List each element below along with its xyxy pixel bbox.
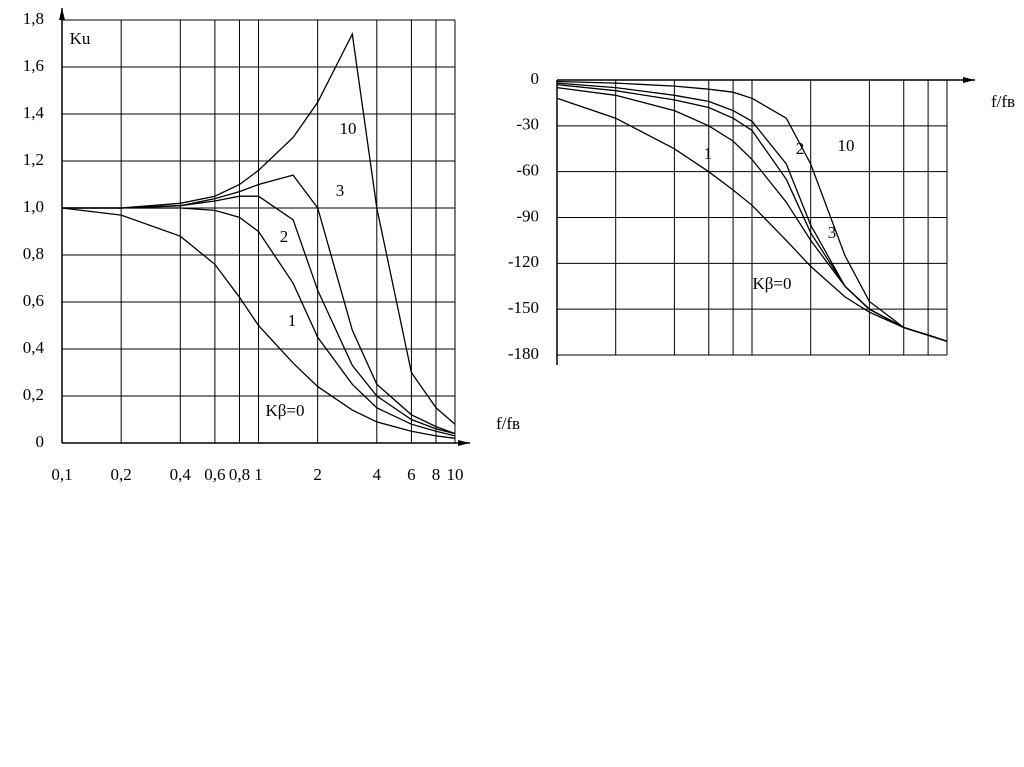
curve-label: 3 [336, 181, 345, 200]
y-tick-label: 1,2 [23, 150, 44, 169]
y-axis-label: Ku [70, 29, 91, 48]
x-axis-label: f/fв [991, 92, 1015, 111]
curve-label: 2 [796, 139, 805, 158]
y-tick-label: -120 [508, 252, 539, 271]
curve-label: 1 [288, 311, 297, 330]
x-axis-arrow [458, 440, 470, 446]
curve-label: 1 [704, 144, 713, 163]
x-axis-arrow [963, 77, 975, 83]
curve-label: 2 [280, 227, 289, 246]
curve-label: 10 [340, 119, 357, 138]
curve [62, 31, 456, 425]
curve-label: 10 [838, 136, 855, 155]
y-tick-label: -60 [516, 161, 539, 180]
y-tick-label: 0,6 [23, 291, 44, 310]
y-tick-label: 1,8 [23, 9, 44, 28]
curve-label: 3 [828, 223, 837, 242]
x-tick-label: 8 [432, 465, 441, 484]
x-tick-label: 0,2 [111, 465, 132, 484]
curve [62, 207, 456, 437]
curve-label: Kβ=0 [752, 274, 791, 293]
x-tick-label: 0,6 [204, 465, 225, 484]
x-tick-label: 2 [313, 465, 322, 484]
x-tick-label: 0,1 [51, 465, 72, 484]
x-tick-label: 6 [407, 465, 416, 484]
curve [61, 207, 456, 439]
curve-label: Kβ=0 [265, 401, 304, 420]
y-tick-label: 0,8 [23, 244, 44, 263]
y-tick-label: 0 [36, 432, 45, 451]
y-tick-label: 0,4 [23, 338, 45, 357]
x-tick-label: 1 [254, 465, 263, 484]
x-tick-label: 4 [373, 465, 382, 484]
y-tick-label: -30 [516, 115, 539, 134]
y-tick-label: 1,6 [23, 56, 44, 75]
y-tick-label: 0 [531, 69, 540, 88]
y-tick-label: -180 [508, 344, 539, 363]
x-tick-label: 0,4 [170, 465, 192, 484]
x-tick-label: 10 [447, 465, 464, 484]
y-tick-label: -150 [508, 298, 539, 317]
curve [556, 80, 948, 342]
x-tick-label: 0,8 [229, 465, 250, 484]
curve [62, 174, 456, 435]
y-axis-arrow [59, 8, 65, 20]
y-tick-label: 1,0 [23, 197, 44, 216]
y-tick-label: 1,4 [23, 103, 45, 122]
y-tick-label: -90 [516, 206, 539, 225]
x-axis-label: f/fв [496, 414, 520, 433]
y-tick-label: 0,2 [23, 385, 44, 404]
